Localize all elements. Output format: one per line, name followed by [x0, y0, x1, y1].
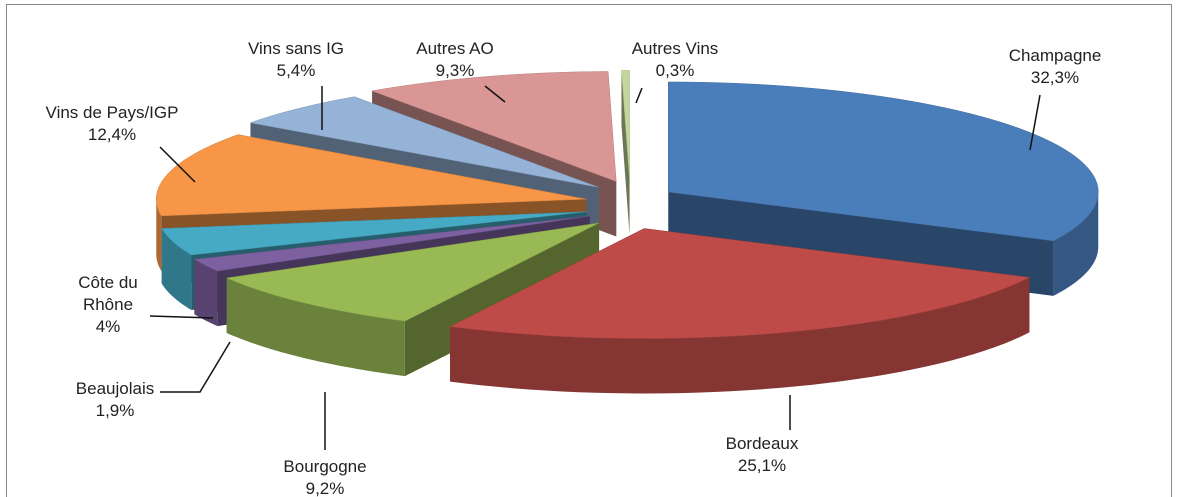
category-label: Beaujolais — [75, 379, 155, 398]
slice-wall — [194, 259, 218, 327]
slice-top — [161, 211, 587, 256]
value-label: 9,3% — [435, 61, 475, 80]
category-label: Bordeaux — [725, 434, 799, 453]
value-label: 5,4% — [276, 61, 316, 80]
slice-wall — [1053, 191, 1099, 296]
slice-top — [193, 215, 590, 272]
slice-top — [371, 71, 617, 182]
leader-line — [149, 315, 214, 319]
value-label: 12,4% — [87, 125, 137, 144]
slice-top — [667, 81, 1099, 242]
data-label: Autres AO 9,3% — [416, 38, 493, 82]
slice-wall — [449, 277, 1030, 394]
leader-line — [635, 87, 643, 104]
value-label: 32,3% — [1030, 68, 1080, 87]
data-label: Champagne 32,3% — [1009, 45, 1102, 89]
leader-line — [160, 341, 231, 393]
leader-line — [1029, 94, 1041, 151]
category-label: Autres AO — [416, 39, 494, 58]
data-label: Bourgogne 9,2% — [283, 456, 366, 497]
data-label: Bordeaux 25,1% — [726, 433, 799, 477]
slice-side — [621, 70, 630, 236]
data-label: Beaujolais 1,9% — [76, 378, 154, 422]
slice-top — [225, 222, 600, 322]
data-label: Côte du Rhône 4% — [63, 272, 153, 338]
value-label: 25,1% — [737, 456, 787, 475]
leader-line — [484, 85, 506, 103]
slice-wall — [226, 277, 405, 377]
slice-wall — [156, 199, 162, 271]
slice-top — [621, 70, 630, 181]
data-label: Vins sans IG 5,4% — [248, 38, 344, 82]
slice — [449, 228, 1031, 394]
value-label: 1,9% — [95, 401, 135, 420]
leader-line — [159, 146, 196, 183]
value-label: 4% — [95, 317, 121, 336]
category-label: Autres Vins — [631, 39, 719, 58]
value-label: 0,3% — [655, 61, 695, 80]
slice-top — [156, 134, 587, 217]
category-label: Côte du Rhône — [78, 273, 138, 314]
slice — [621, 70, 630, 236]
slice-top — [249, 96, 599, 188]
category-label: Champagne — [1008, 46, 1102, 65]
value-label: 9,2% — [305, 479, 345, 497]
category-label: Vins sans IG — [247, 39, 345, 58]
data-label: Vins de Pays/IGP 12,4% — [46, 102, 179, 146]
category-label: Bourgogne — [283, 457, 367, 476]
data-label: Autres Vins 0,3% — [632, 38, 719, 82]
chart-frame — [6, 4, 1172, 497]
slice-wall — [161, 228, 192, 311]
category-label: Vins de Pays/IGP — [45, 103, 179, 122]
slice-top — [449, 228, 1031, 339]
